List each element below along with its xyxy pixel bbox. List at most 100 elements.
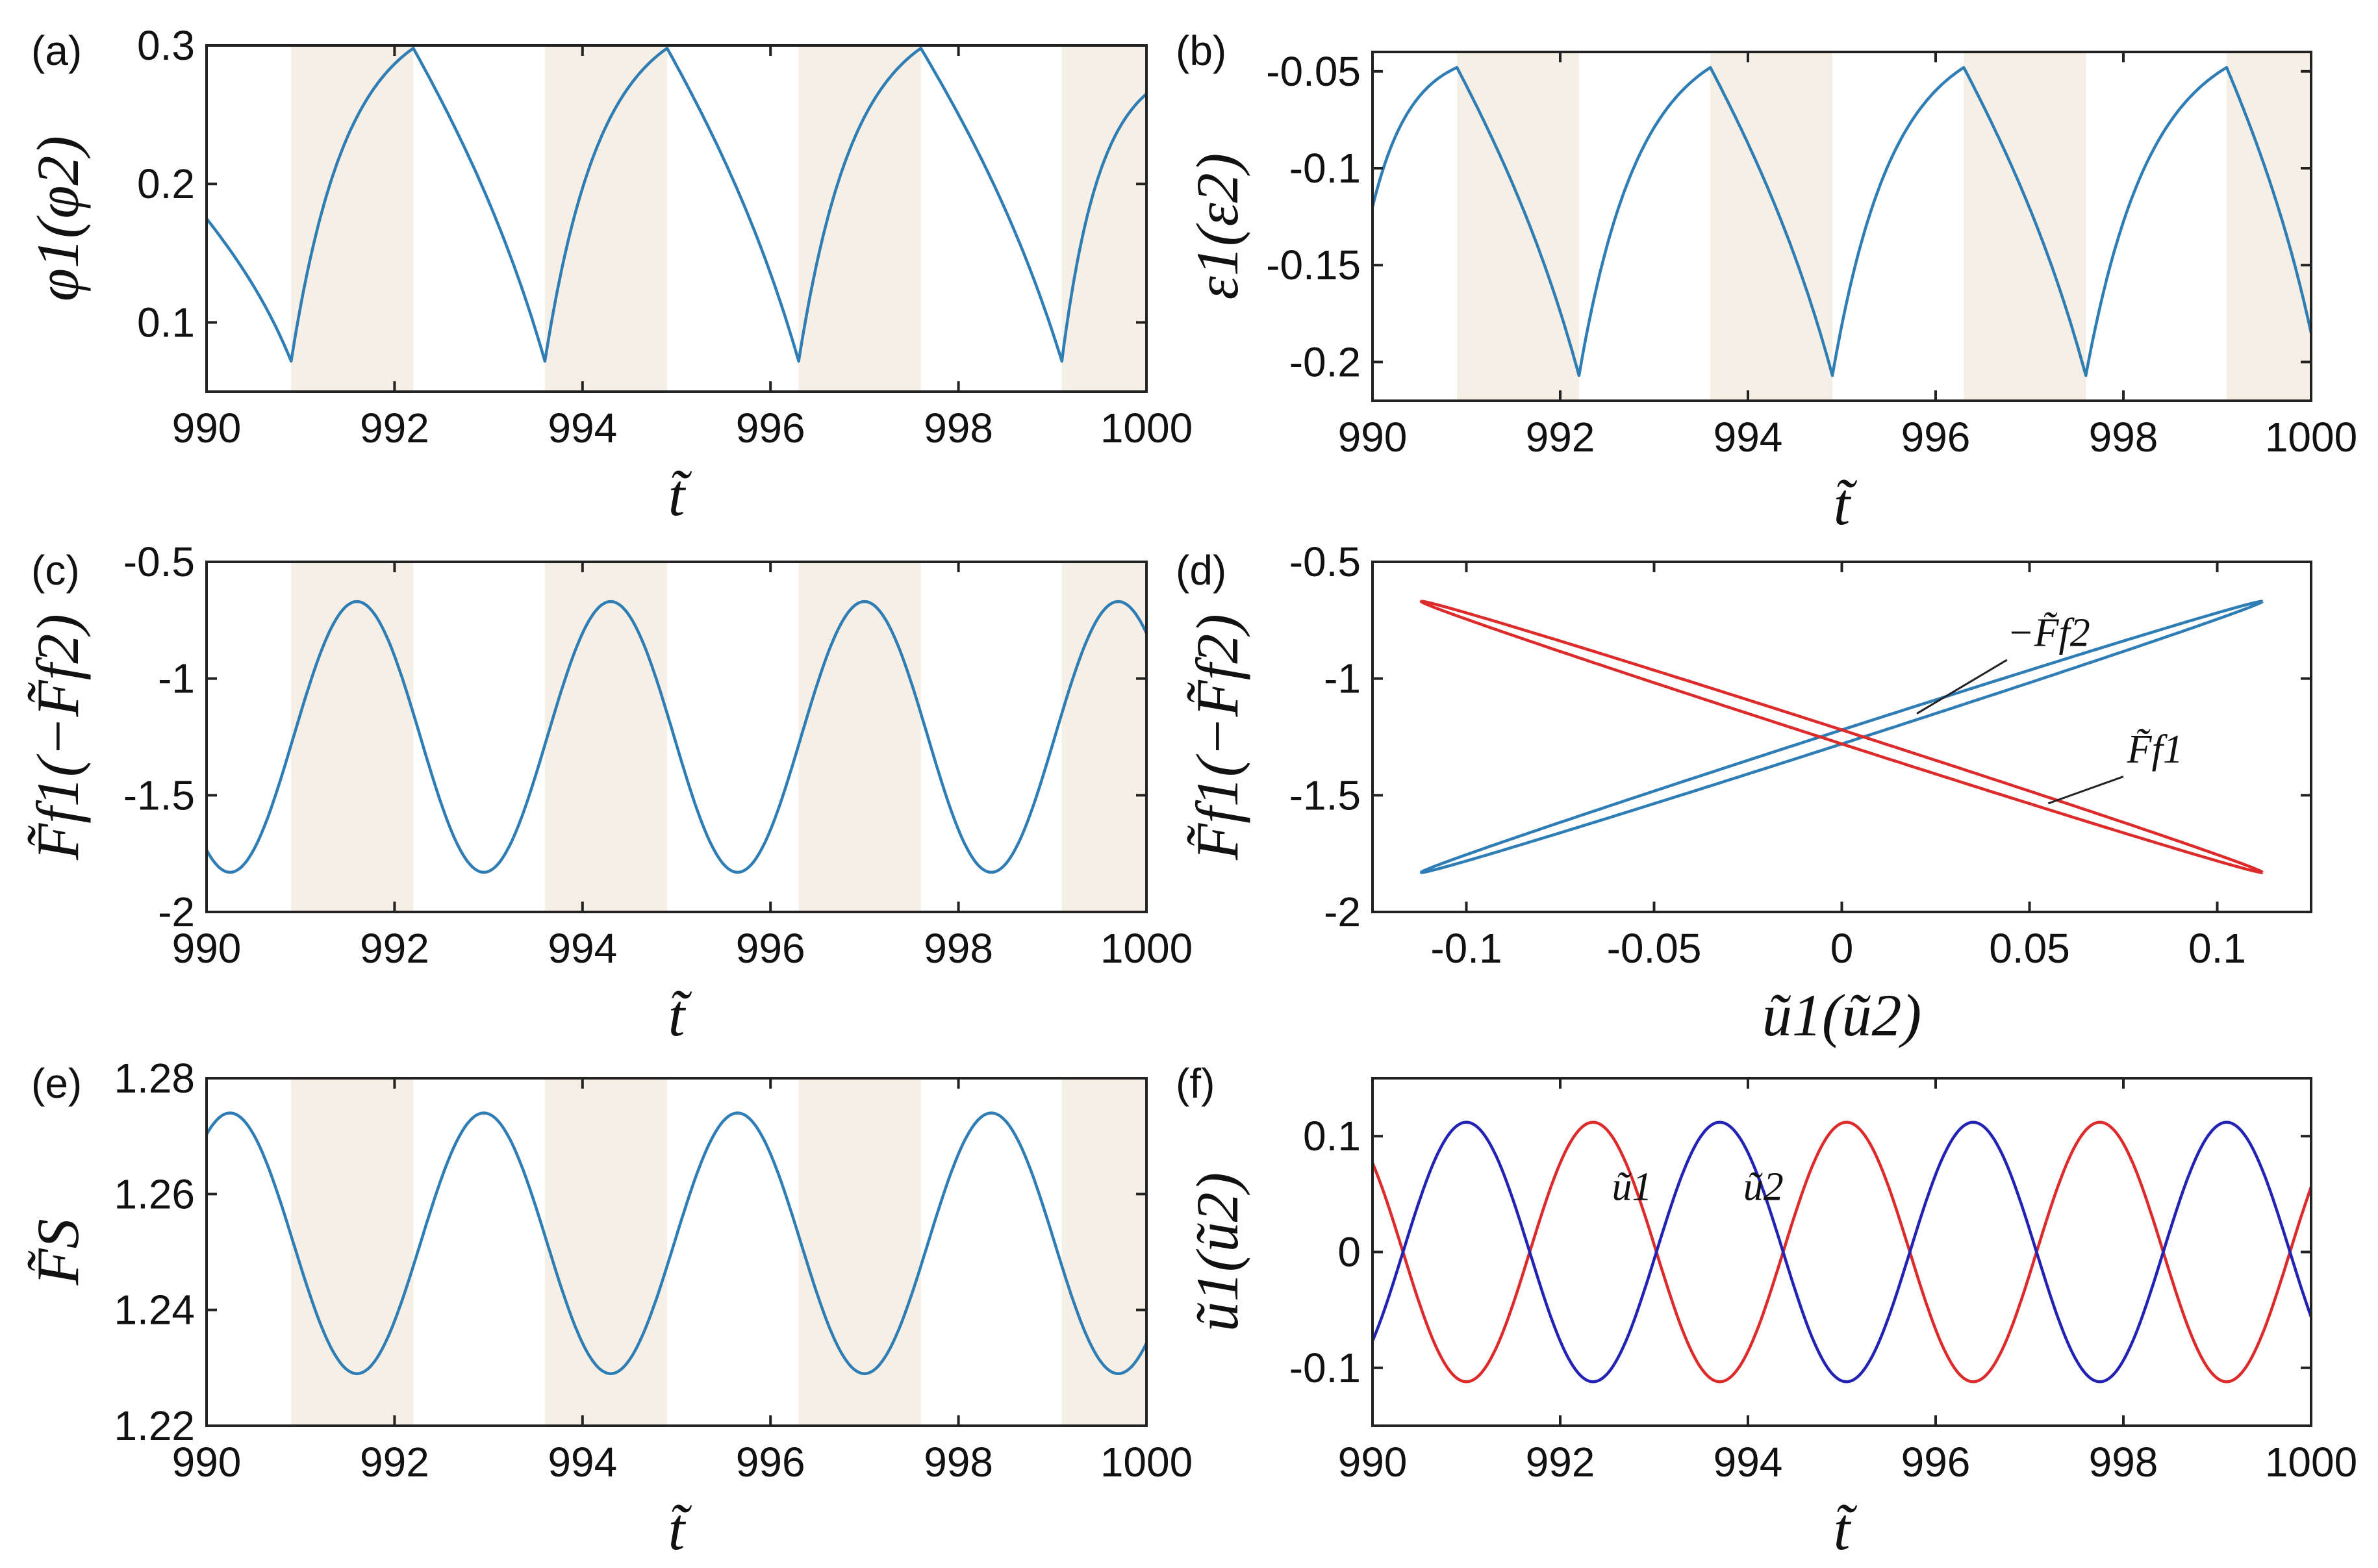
- annotation-ff1: F̃f1: [2127, 727, 2183, 772]
- x-tick-label: 0.05: [1989, 925, 2070, 972]
- y-tick-label: 0: [1337, 1229, 1361, 1276]
- series-line-c-0: [207, 600, 1146, 874]
- y-tick-label: 1.22: [114, 1402, 195, 1449]
- x-tick-label: 990: [172, 1439, 242, 1486]
- panel-label: (c): [31, 547, 80, 594]
- x-tick-label: 992: [360, 405, 429, 451]
- x-tick-label: 996: [736, 1439, 805, 1486]
- y-tick-label: -2: [1324, 889, 1361, 935]
- y-tick-label: 1.26: [114, 1170, 195, 1217]
- y-tick-label: -1: [158, 655, 195, 702]
- y-tick-label: -1.5: [1289, 772, 1361, 818]
- panel-c: 990 992 994 996 998 1000 -2 -1.5 -1 -0.5 (c) t̃ F̃f1…: [25, 538, 1193, 1048]
- y-tick-label: -2: [158, 889, 195, 935]
- shade-band: [291, 45, 414, 392]
- panel-label: (d): [1176, 547, 1226, 594]
- x-tick-label: 992: [1526, 1439, 1595, 1486]
- series-line-e-0: [207, 1111, 1146, 1375]
- panel-e: 990 992 994 996 998 1000 1.22 1.24 1.26 1.28 (e) t̃…: [25, 1055, 1193, 1562]
- x-tick-label: 1000: [2265, 1439, 2357, 1486]
- x-tick-label: 998: [2089, 1439, 2158, 1486]
- plot-area: [207, 47, 1146, 363]
- y-axis-label: F̃S: [25, 1219, 91, 1285]
- x-tick-label: 996: [736, 925, 805, 972]
- x-axis-label: t̃: [668, 462, 692, 528]
- x-tick-label: 0.1: [2188, 925, 2246, 972]
- y-axis-label: F̃f1(−F̃f2): [1184, 614, 1250, 861]
- x-tick-label: 998: [2089, 414, 2158, 461]
- x-tick-label: 990: [1338, 1439, 1408, 1486]
- shade-band: [2226, 52, 2311, 401]
- panel-d: -0.1 -0.05 0 0.05 0.1 -2 -1.5 -1 -0.5 (d) ũ1(ũ2) F̃…: [1176, 538, 2312, 1048]
- series-line-b-0: [1372, 66, 2311, 377]
- y-tick-label: -1.5: [123, 772, 195, 818]
- series-line-f-1: [1372, 1120, 2311, 1384]
- shade-band: [798, 45, 921, 392]
- y-tick-label: -0.05: [1266, 48, 1361, 95]
- x-tick-label: 994: [1714, 1439, 1783, 1486]
- plot-area: [1372, 66, 2311, 377]
- y-tick-label: 1.28: [114, 1055, 195, 1102]
- shade-band: [544, 45, 668, 392]
- y-axis-label: F̃f1(−F̃f2): [25, 614, 91, 861]
- shade-band: [544, 1078, 668, 1426]
- annotation-leader: [1916, 659, 2008, 714]
- plot-area: [207, 600, 1146, 874]
- annotation-u1: ũ1: [1612, 1165, 1652, 1209]
- x-tick-label: 990: [172, 925, 242, 972]
- shade-band: [798, 562, 921, 912]
- x-axis-label: ũ1(ũ2): [1762, 982, 1921, 1048]
- y-tick-label: -0.5: [1289, 538, 1361, 585]
- series-line-a-0: [207, 47, 1146, 363]
- axes-frame: [1371, 51, 2312, 402]
- y-tick-label: -1: [1324, 655, 1361, 702]
- series-line-d-0: [1419, 600, 2264, 874]
- series-line-d-1: [1419, 600, 2264, 874]
- x-tick-label: 1000: [1100, 405, 1193, 451]
- x-tick-label: 992: [1526, 414, 1595, 461]
- x-tick-label: 1000: [1100, 925, 1193, 972]
- x-axis-label: t̃: [668, 982, 692, 1048]
- shade-band: [798, 1078, 921, 1426]
- shade-band: [1061, 1078, 1146, 1426]
- shade-band: [1061, 562, 1146, 912]
- annotation-leader: [2047, 776, 2124, 805]
- x-tick-label: 998: [924, 405, 993, 451]
- x-tick-label: 994: [548, 1439, 617, 1486]
- y-tick-label: -0.1: [1289, 145, 1361, 192]
- y-tick-label: 0.2: [137, 160, 195, 207]
- x-tick-label: 1000: [1100, 1439, 1193, 1486]
- y-tick-label: -0.15: [1266, 242, 1361, 288]
- y-tick-label: -0.2: [1289, 338, 1361, 385]
- x-tick-label: 998: [924, 1439, 993, 1486]
- x-axis-label: t̃: [1834, 471, 1858, 537]
- y-tick-label: -0.5: [123, 538, 195, 585]
- y-axis-label: ũ1(ũ2): [1184, 1172, 1250, 1332]
- x-tick-label: 994: [1714, 414, 1783, 461]
- y-tick-label: 0.1: [1303, 1113, 1361, 1159]
- x-tick-label: 992: [360, 925, 429, 972]
- x-tick-label: 996: [1901, 1439, 1971, 1486]
- panel-b: 990 992 994 996 998 1000 -0.2 -0.15 -0.1 -0.05 (b)…: [1176, 27, 2357, 537]
- plot-area: [207, 1111, 1146, 1375]
- axes-frame: [205, 1077, 1148, 1427]
- plot-area: [1419, 600, 2264, 874]
- x-tick-label: 996: [1901, 414, 1971, 461]
- panel-a: 990 992 994 996 998 1000 0.1 0.2 0.3 (a) t̃ φ1(φ2): [25, 22, 1193, 528]
- y-axis-label: ε1(ε2): [1184, 153, 1250, 300]
- panel-label: (b): [1176, 27, 1226, 74]
- shade-band: [544, 562, 668, 912]
- shade-band: [291, 1078, 414, 1426]
- x-tick-label: 0: [1830, 925, 1854, 972]
- x-axis-label: t̃: [668, 1496, 692, 1562]
- y-tick-label: 0.3: [137, 22, 195, 69]
- x-axis-label: t̃: [1834, 1496, 1858, 1562]
- annotation-neg-ff2: −F̃f2: [2007, 611, 2090, 655]
- x-tick-label: 994: [548, 405, 617, 451]
- plot-area: [1372, 1120, 2311, 1384]
- axes-frame: [205, 44, 1148, 393]
- panel-label: (f): [1176, 1060, 1215, 1107]
- y-tick-label: 1.24: [114, 1287, 195, 1334]
- axes-frame: [1371, 1077, 2312, 1427]
